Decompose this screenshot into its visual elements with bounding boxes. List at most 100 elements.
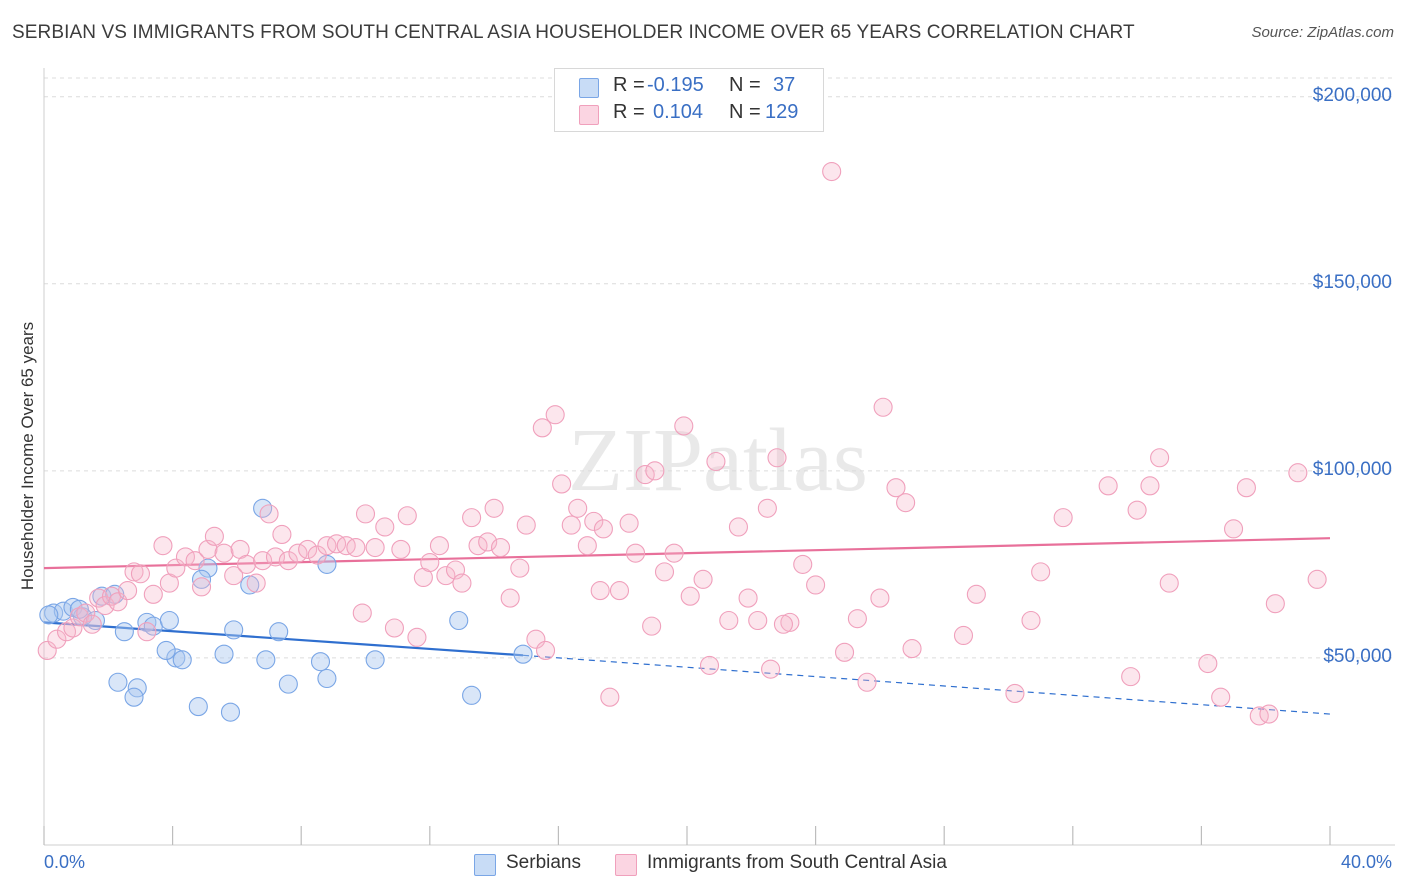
immigrants-point[interactable] (953, 625, 974, 646)
serbians-point[interactable] (310, 652, 331, 672)
immigrants-point[interactable] (773, 614, 794, 634)
immigrants-point[interactable] (1098, 476, 1118, 496)
immigrants-point[interactable] (761, 659, 781, 679)
immigrants-point[interactable] (468, 536, 488, 556)
immigrants-point[interactable] (429, 536, 449, 556)
immigrants-point[interactable] (870, 588, 890, 608)
immigrants-point[interactable] (1198, 653, 1218, 674)
immigrants-point[interactable] (847, 609, 867, 629)
immigrants-point[interactable] (738, 588, 758, 608)
immigrants-point[interactable] (635, 465, 655, 485)
immigrants-point[interactable] (535, 640, 556, 660)
immigrants-point[interactable] (452, 573, 472, 593)
immigrants-point[interactable] (654, 562, 675, 582)
immigrants-point[interactable] (609, 581, 630, 601)
immigrants-point[interactable] (236, 554, 257, 574)
immigrants-point[interactable] (1159, 573, 1179, 593)
immigrants-point[interactable] (510, 558, 530, 578)
immigrants-point[interactable] (1053, 508, 1073, 528)
immigrants-point[interactable] (966, 584, 986, 604)
immigrants-point[interactable] (857, 672, 877, 692)
immigrants-point[interactable] (1140, 476, 1160, 496)
immigrants-point[interactable] (397, 506, 417, 526)
serbians-point[interactable] (85, 610, 105, 631)
serbians-point[interactable] (108, 672, 128, 692)
serbians-point[interactable] (513, 644, 533, 664)
serbians-point[interactable] (114, 622, 134, 642)
immigrants-point[interactable] (478, 532, 498, 552)
immigrants-point[interactable] (407, 627, 427, 647)
immigrants-point[interactable] (63, 618, 83, 638)
serbians-point[interactable] (462, 685, 482, 705)
immigrants-point[interactable] (757, 498, 777, 518)
immigrants-point[interactable] (552, 474, 572, 494)
immigrants-point[interactable] (265, 547, 286, 567)
immigrants-point[interactable] (272, 524, 292, 545)
immigrants-point[interactable] (645, 461, 665, 481)
immigrants-point[interactable] (873, 397, 893, 417)
immigrants-point[interactable] (484, 498, 504, 518)
serbians-point[interactable] (172, 650, 192, 670)
immigrants-point[interactable] (593, 519, 613, 539)
immigrants-point[interactable] (706, 451, 726, 472)
immigrants-point[interactable] (130, 564, 150, 584)
immigrants-point[interactable] (355, 504, 376, 524)
immigrants-point[interactable] (568, 498, 588, 518)
immigrants-point[interactable] (699, 655, 720, 675)
immigrants-point[interactable] (82, 614, 102, 634)
immigrants-point[interactable] (185, 551, 205, 571)
immigrants-point[interactable] (253, 551, 273, 571)
immigrants-point[interactable] (664, 543, 684, 563)
immigrants-point[interactable] (728, 517, 748, 537)
immigrants-point[interactable] (143, 584, 163, 604)
immigrants-point[interactable] (1259, 704, 1279, 724)
immigrants-point[interactable] (278, 551, 298, 571)
immigrants-point[interactable] (1265, 594, 1285, 614)
immigrants-point[interactable] (748, 610, 768, 631)
immigrants-point[interactable] (76, 603, 96, 623)
immigrants-point[interactable] (834, 642, 855, 662)
immigrants-point[interactable] (118, 581, 138, 601)
serbians-point[interactable] (365, 650, 385, 670)
immigrants-point[interactable] (1005, 683, 1025, 704)
immigrants-point[interactable] (1211, 687, 1231, 707)
immigrants-point[interactable] (674, 416, 694, 436)
immigrants-point[interactable] (719, 610, 739, 631)
immigrants-point[interactable] (298, 539, 318, 559)
serbians-point[interactable] (124, 687, 144, 707)
immigrants-point[interactable] (175, 547, 196, 567)
immigrants-point[interactable] (384, 618, 404, 638)
data-points[interactable] (37, 161, 1327, 726)
immigrants-point[interactable] (336, 536, 356, 556)
serbians-point[interactable] (156, 640, 176, 660)
immigrants-point[interactable] (600, 687, 620, 707)
immigrants-point[interactable] (1288, 463, 1308, 483)
immigrants-point[interactable] (516, 515, 536, 535)
immigrants-point[interactable] (886, 478, 906, 498)
immigrants-point[interactable] (259, 504, 279, 524)
immigrants-point[interactable] (626, 543, 646, 563)
immigrants-point[interactable] (490, 538, 511, 558)
serbians-point[interactable] (39, 605, 59, 625)
immigrants-point[interactable] (545, 405, 565, 425)
serbians-point[interactable] (449, 610, 469, 631)
immigrants-point[interactable] (1236, 478, 1256, 498)
immigrants-point[interactable] (1021, 610, 1041, 631)
immigrants-point[interactable] (391, 539, 411, 559)
immigrants-point[interactable] (584, 511, 604, 531)
immigrants-point[interactable] (619, 513, 639, 533)
immigrants-point[interactable] (577, 536, 597, 556)
immigrants-point[interactable] (327, 534, 347, 554)
immigrants-point[interactable] (124, 562, 144, 582)
immigrants-point[interactable] (153, 536, 173, 556)
immigrants-point[interactable] (365, 538, 385, 558)
immigrants-point[interactable] (56, 622, 77, 642)
immigrants-point[interactable] (1031, 562, 1051, 582)
immigrants-point[interactable] (561, 515, 581, 535)
immigrants-point[interactable] (780, 612, 800, 632)
serbians-point[interactable] (214, 644, 234, 664)
immigrants-point[interactable] (191, 577, 212, 597)
serbians-point[interactable] (188, 697, 208, 717)
immigrants-point[interactable] (317, 536, 337, 556)
immigrants-point[interactable] (822, 161, 842, 182)
